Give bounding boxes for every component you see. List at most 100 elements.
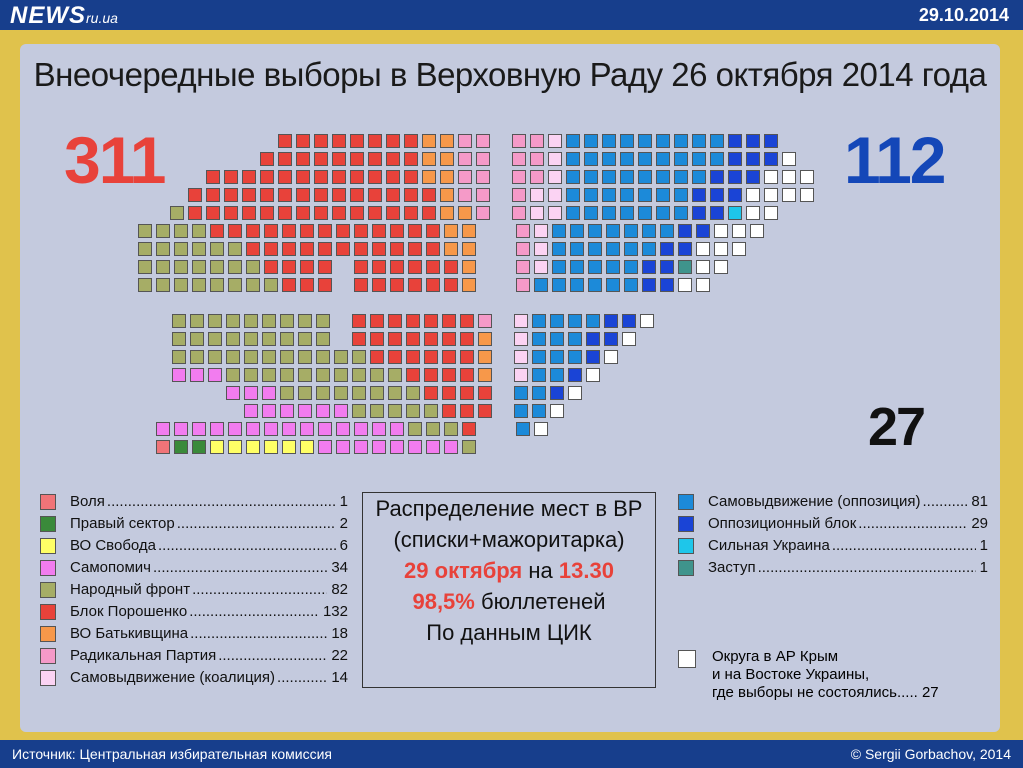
seat-mark (138, 224, 152, 238)
seat-mark (174, 242, 188, 256)
legend-leader-dots: ........................................… (757, 559, 976, 576)
seat-mark (674, 206, 688, 220)
seat-mark (316, 350, 330, 364)
seat-mark (422, 134, 436, 148)
distribution-info-box: Распределение мест в ВР (списки+мажорита… (362, 492, 656, 688)
infographic-panel: Внеочередные выборы в Верховную Раду 26 … (20, 44, 1000, 732)
seat-mark (206, 206, 220, 220)
seat-mark (638, 134, 652, 148)
seat-mark (246, 224, 260, 238)
seat-mark (208, 350, 222, 364)
seat-mark (710, 170, 724, 184)
opposition-total: 112 (844, 123, 946, 197)
seat-mark (746, 188, 760, 202)
legend-label: Самовыдвижение (коалиция) (70, 669, 276, 686)
source-credit: Источник: Центральная избирательная коми… (12, 746, 332, 762)
seat-mark (372, 242, 386, 256)
seat-mark (512, 206, 526, 220)
seat-mark (566, 206, 580, 220)
legend-swatch (678, 516, 694, 532)
seat-mark (278, 188, 292, 202)
seat-mark (206, 188, 220, 202)
seat-mark (460, 368, 474, 382)
seat-mark (262, 404, 276, 418)
seat-mark (300, 440, 314, 454)
seat-mark (350, 134, 364, 148)
seat-mark (584, 134, 598, 148)
seat-mark (534, 278, 548, 292)
seat-mark (386, 206, 400, 220)
seat-mark (442, 314, 456, 328)
seat-mark (314, 170, 328, 184)
seat-mark (406, 350, 420, 364)
seat-mark (370, 350, 384, 364)
seat-mark (750, 224, 764, 238)
info-line-2: (списки+мажоритарка) (393, 527, 625, 552)
seat-mark (388, 386, 402, 400)
seat-mark (314, 152, 328, 166)
seat-mark (300, 278, 314, 292)
seat-mark (156, 224, 170, 238)
seat-mark (444, 278, 458, 292)
seat-mark (138, 278, 152, 292)
seat-mark (226, 350, 240, 364)
seat-mark (210, 242, 224, 256)
seat-mark (550, 404, 564, 418)
seat-mark (440, 134, 454, 148)
site-logo[interactable]: NEWSru.ua (10, 2, 118, 29)
seat-mark (638, 188, 652, 202)
seat-mark (174, 224, 188, 238)
seat-mark (732, 224, 746, 238)
seat-mark (318, 440, 332, 454)
seat-mark (800, 170, 814, 184)
seat-mark (442, 404, 456, 418)
seat-mark (566, 152, 580, 166)
seat-mark (280, 386, 294, 400)
seat-mark (678, 224, 692, 238)
seat-mark (584, 206, 598, 220)
seat-mark (422, 152, 436, 166)
seat-mark (642, 260, 656, 274)
legend-item: Воля 1...................................… (40, 492, 348, 514)
seat-mark (354, 242, 368, 256)
seat-mark (316, 314, 330, 328)
seat-mark (316, 386, 330, 400)
seat-mark (368, 188, 382, 202)
legend-swatch (40, 604, 56, 620)
seat-mark (476, 152, 490, 166)
seat-mark (408, 224, 422, 238)
seat-mark (406, 368, 420, 382)
seat-mark (764, 206, 778, 220)
seat-mark (568, 386, 582, 400)
seat-mark (530, 206, 544, 220)
seat-mark (208, 314, 222, 328)
seat-mark (354, 224, 368, 238)
seat-mark (332, 188, 346, 202)
seat-mark (606, 260, 620, 274)
seat-mark (422, 170, 436, 184)
seat-mark (408, 440, 422, 454)
legend-value: 1 (339, 493, 348, 510)
seat-mark (620, 134, 634, 148)
seat-mark (370, 386, 384, 400)
seat-mark (746, 170, 760, 184)
seat-mark (586, 314, 600, 328)
seat-mark (460, 350, 474, 364)
seat-mark (336, 422, 350, 436)
seat-mark (368, 170, 382, 184)
seat-mark (334, 386, 348, 400)
seat-mark (462, 440, 476, 454)
seat-mark (226, 332, 240, 346)
seat-mark (656, 188, 670, 202)
seat-mark (444, 440, 458, 454)
seat-mark (296, 170, 310, 184)
seat-mark (332, 206, 346, 220)
seat-mark (352, 314, 366, 328)
seat-mark (300, 422, 314, 436)
seat-mark (332, 152, 346, 166)
seat-mark (426, 422, 440, 436)
seat-mark (408, 278, 422, 292)
seat-mark (604, 332, 618, 346)
seat-mark (368, 152, 382, 166)
seat-mark (282, 278, 296, 292)
